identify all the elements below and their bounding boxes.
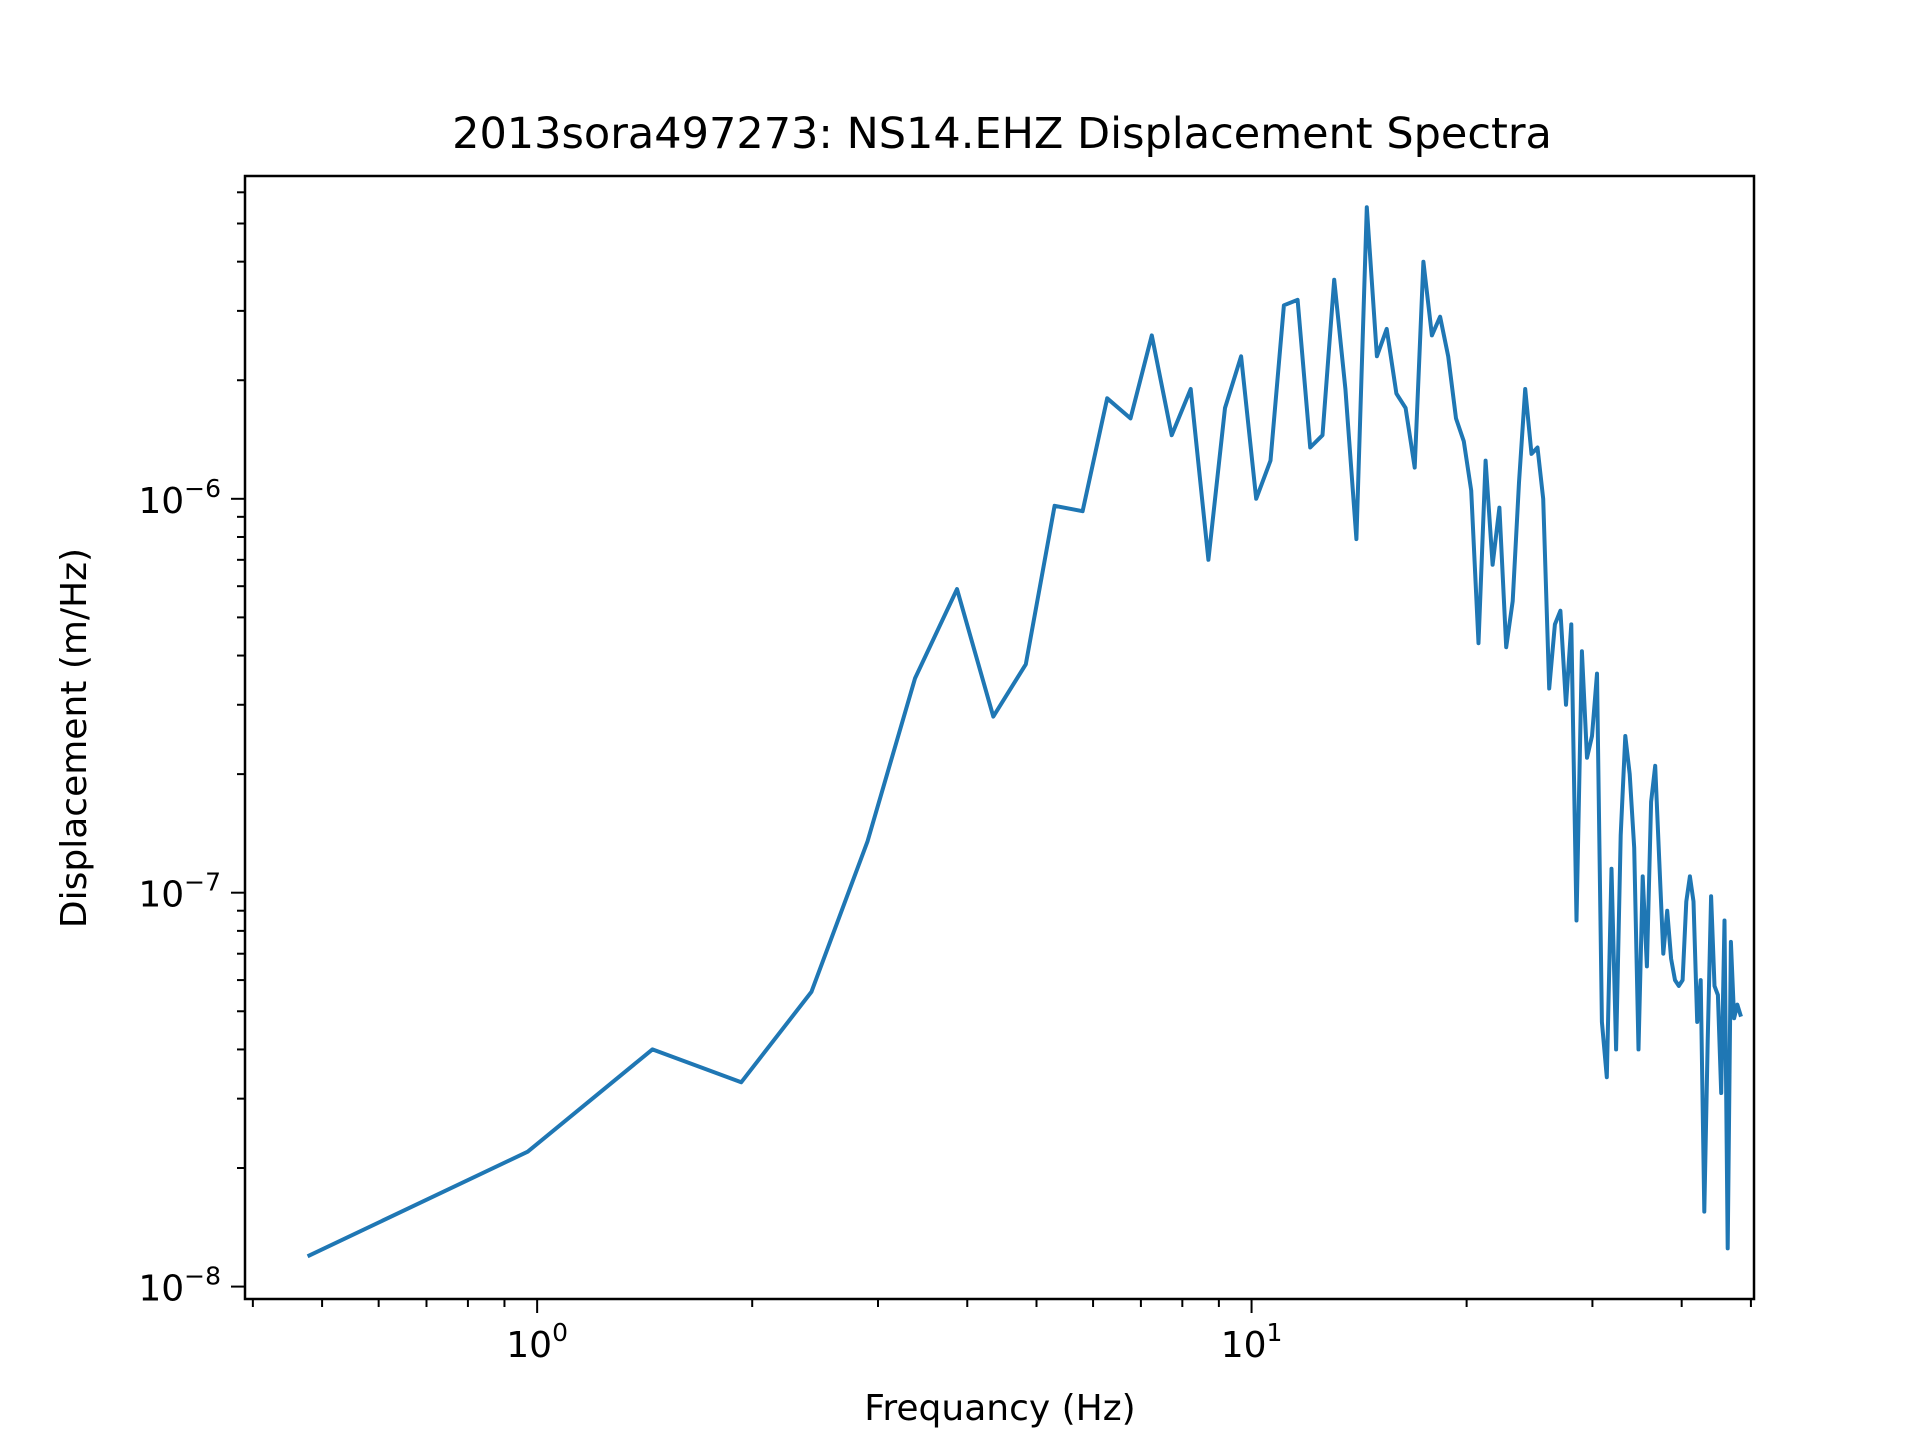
plot-area [306, 205, 1743, 1259]
y-tick-exponent: −8 [184, 1262, 221, 1291]
y-tick-label: 10−7 [138, 868, 221, 916]
series-line [306, 205, 1743, 1259]
chart-title: 2013sora497273: NS14.EHZ Displacement Sp… [452, 109, 1552, 159]
x-tick-label: 101 [1221, 1318, 1283, 1366]
y-axis-ticks: 10−8 10−7 10−6 [138, 191, 245, 1310]
x-tick-label: 100 [506, 1318, 568, 1366]
y-tick-exponent: −6 [184, 474, 221, 503]
y-axis-label: Displacement (m/Hz) [54, 548, 95, 928]
plot-frame [243, 174, 1756, 1301]
y-tick-exponent: −7 [184, 868, 221, 897]
x-axis-label: Frequancy (Hz) [864, 1388, 1135, 1429]
x-axis-ticks: 100 101 [251, 1299, 1752, 1366]
y-tick-label: 10−8 [138, 1262, 221, 1310]
x-tick-exponent: 1 [1267, 1318, 1283, 1347]
y-tick-label: 10−6 [138, 474, 221, 522]
x-tick-exponent: 0 [552, 1318, 568, 1347]
